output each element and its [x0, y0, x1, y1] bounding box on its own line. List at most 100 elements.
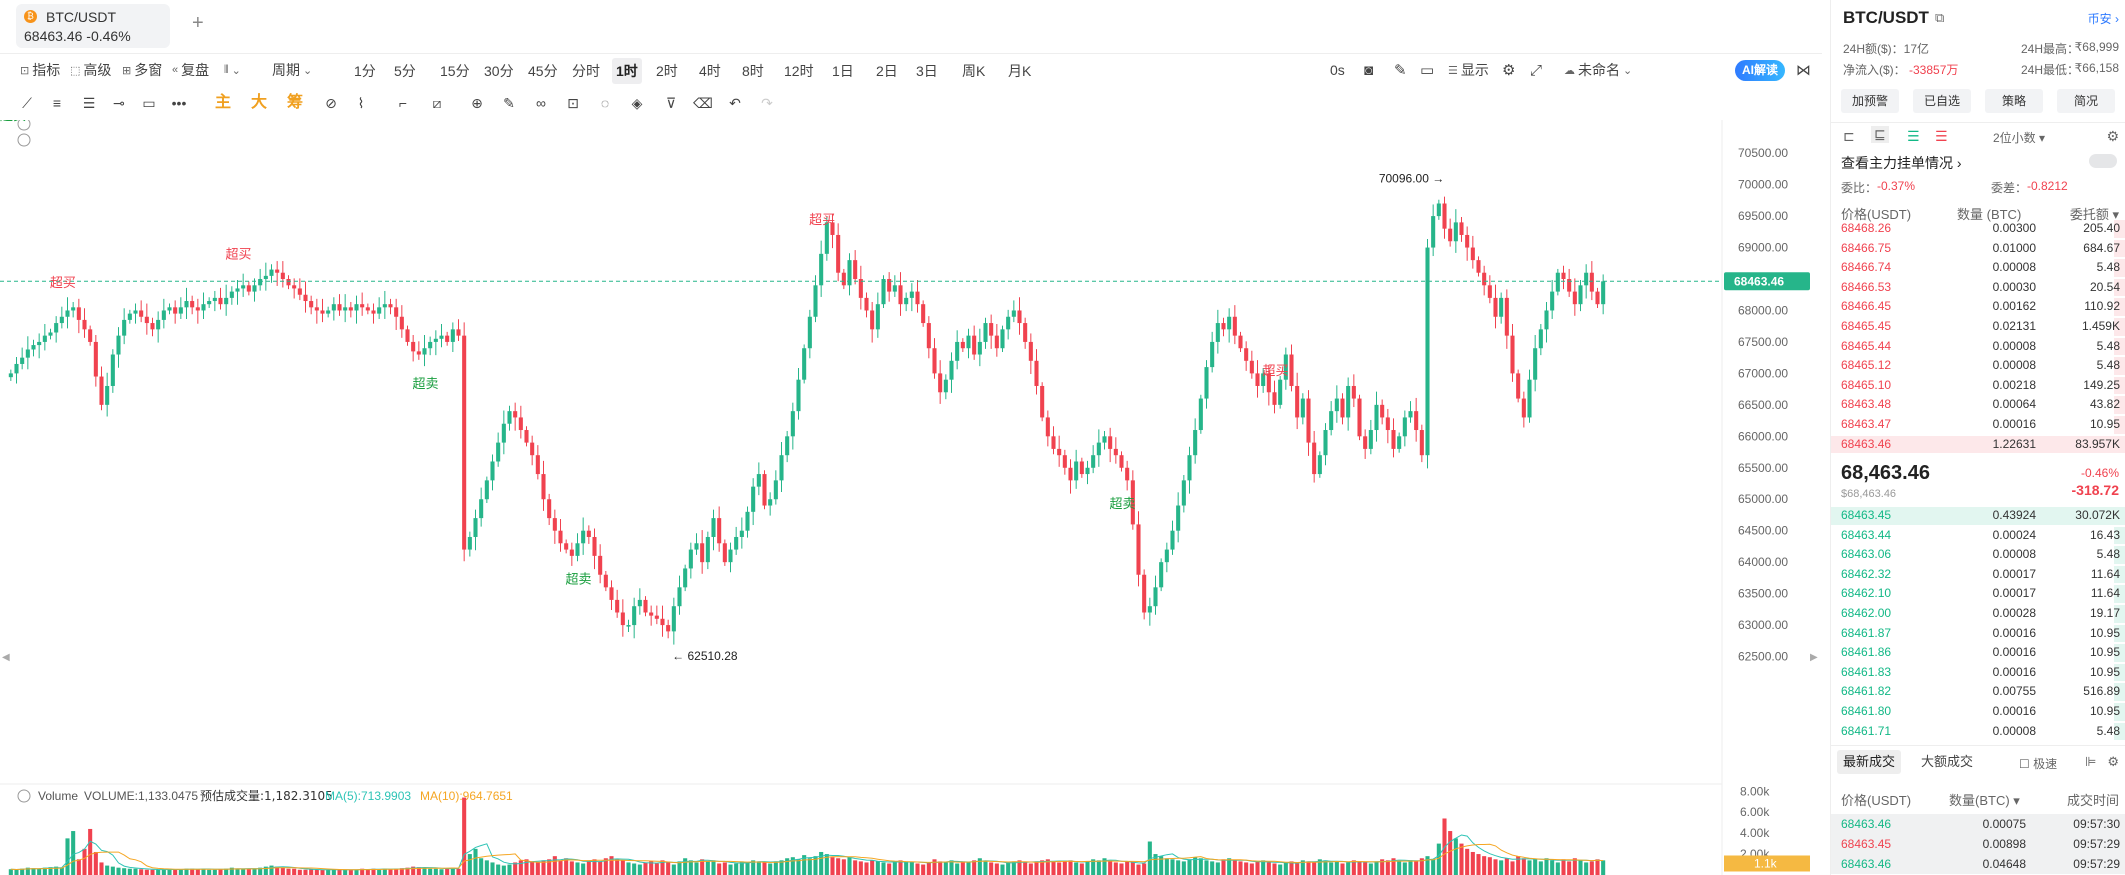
- orderbook-row[interactable]: 68463.45 0.43924 30.072K: [1831, 506, 2125, 526]
- settings-icon[interactable]: ⚙: [2106, 128, 2119, 144]
- chart-type-button[interactable]: ⫴ ⌄: [224, 58, 244, 82]
- period-14[interactable]: 周K: [962, 63, 986, 79]
- filter-icon[interactable]: ⊽: [665, 95, 677, 111]
- period-15[interactable]: 月K: [1008, 63, 1032, 79]
- orderbook-row[interactable]: 68465.44 0.00008 5.48: [1831, 337, 2125, 357]
- settings-icon[interactable]: ⚙: [2107, 754, 2119, 769]
- period-10[interactable]: 12时: [784, 63, 814, 79]
- copy-icon[interactable]: ⧉: [1935, 10, 1945, 25]
- orderbook-row[interactable]: 68462.32 0.00017 11.64: [1831, 565, 2125, 585]
- orderbook-row[interactable]: 68465.12 0.00008 5.48: [1831, 356, 2125, 376]
- delete-icon[interactable]: ⌫: [693, 95, 713, 111]
- pen-icon[interactable]: ✎: [503, 95, 515, 111]
- big-orders-link[interactable]: 查看主力挂单情况 ›: [1841, 155, 1962, 171]
- orderbook-row[interactable]: 68466.75 0.01000 684.67: [1831, 239, 2125, 259]
- watchlist-button[interactable]: 已自选: [1913, 89, 1971, 113]
- display-button[interactable]: ☰ 显示: [1448, 62, 1489, 78]
- tab-large-trades[interactable]: 大额成交: [1921, 754, 1974, 769]
- orderbook-row[interactable]: 68462.00 0.00028 19.17: [1831, 604, 2125, 624]
- symbol-tab[interactable]: ₿ BTC/USDT 68463.46 -0.46%: [16, 4, 170, 48]
- advanced-button[interactable]: ⬚ 高级: [70, 62, 112, 78]
- measure-icon[interactable]: ⌐: [398, 95, 408, 111]
- add-alert-button[interactable]: 加预警: [1841, 89, 1899, 113]
- period-7[interactable]: 2时: [656, 63, 678, 79]
- period-11[interactable]: 1日: [832, 63, 854, 79]
- comment-icon[interactable]: ▭: [1420, 62, 1435, 79]
- precision-dropdown[interactable]: 2位小数 ▾: [1993, 131, 2046, 145]
- add-tab-button[interactable]: +: [192, 12, 204, 34]
- ai-analysis-button[interactable]: AI解读: [1735, 60, 1785, 81]
- orderbook-row[interactable]: 68463.46 1.22631 83.957K: [1831, 435, 2125, 455]
- replay-button[interactable]: «复盘: [172, 62, 210, 78]
- redo-icon[interactable]: ↷: [761, 95, 773, 111]
- orderbook-row[interactable]: 68466.45 0.00162 110.92: [1831, 297, 2125, 317]
- period-5[interactable]: 分时: [572, 63, 600, 79]
- orderbook-row[interactable]: 68463.48 0.00064 43.82: [1831, 395, 2125, 415]
- overview-button[interactable]: 简况: [2057, 89, 2115, 113]
- channel-icon[interactable]: ☰: [82, 95, 96, 111]
- orderbook-amount-header[interactable]: 委托额 ▾: [2069, 207, 2119, 222]
- edit-icon[interactable]: ✎: [1394, 62, 1407, 79]
- period-4[interactable]: 45分: [528, 63, 558, 79]
- trade-qty-header[interactable]: 数量(BTC) ▾: [1949, 793, 2020, 808]
- period-6[interactable]: 1时: [612, 58, 642, 84]
- fullscreen-icon[interactable]: ⤢: [1530, 61, 1543, 79]
- exchange-link[interactable]: 币安 ›: [2087, 12, 2119, 26]
- orderbook-row[interactable]: 68466.74 0.00008 5.48: [1831, 258, 2125, 278]
- layout-dropdown[interactable]: ☁ 未命名 ⌄: [1564, 62, 1633, 78]
- big-icon[interactable]: 大: [250, 94, 267, 111]
- more-icon[interactable]: •••: [171, 95, 187, 111]
- multi-window-button[interactable]: ⊞ 多窗: [122, 62, 163, 78]
- orderbook-row[interactable]: 68461.83 0.00016 10.95: [1831, 663, 2125, 683]
- chip-icon[interactable]: 筹: [286, 94, 303, 111]
- strategy-button[interactable]: 策略: [1985, 89, 2043, 113]
- period-0[interactable]: 1分: [354, 63, 376, 79]
- ruler-icon[interactable]: ⧄: [432, 95, 442, 111]
- tab-latest-trades[interactable]: 最新成交: [1837, 750, 1902, 774]
- orderbook-row[interactable]: 68461.87 0.00016 10.95: [1831, 624, 2125, 644]
- orderbook-row[interactable]: 68465.10 0.00218 149.25: [1831, 376, 2125, 396]
- orderbook-bids-icon[interactable]: ☰: [1907, 128, 1920, 144]
- settings-icon[interactable]: ⚙: [1502, 62, 1516, 79]
- camera-icon[interactable]: ◙: [1364, 61, 1374, 79]
- parallel-line-icon[interactable]: ≡: [52, 95, 62, 111]
- orderbook-row[interactable]: 68463.47 0.00016 10.95: [1831, 415, 2125, 435]
- orderbook-row[interactable]: 68461.82 0.00755 516.89: [1831, 682, 2125, 702]
- orderbook-row[interactable]: 68461.71 0.00008 5.48: [1831, 722, 2125, 742]
- period-1[interactable]: 5分: [394, 63, 416, 79]
- period-13[interactable]: 3日: [916, 63, 938, 79]
- orderbook-row[interactable]: 68465.45 0.02131 1.459K: [1831, 317, 2125, 337]
- kline-chart[interactable]: 62500.00 63000.00 63500.00 64000.00 64500.00…: [0, 120, 1822, 875]
- orderbook-row[interactable]: 68466.53 0.00030 20.54: [1831, 278, 2125, 298]
- orderbook-row[interactable]: 68462.10 0.00017 11.64: [1831, 584, 2125, 604]
- orderbook-asks-icon[interactable]: ☰: [1935, 128, 1948, 144]
- trend-line-icon[interactable]: ⟋: [22, 95, 32, 111]
- orderbook-row[interactable]: 68463.44 0.00024 16.43: [1831, 526, 2125, 546]
- layer-icon[interactable]: ◈: [631, 95, 643, 111]
- lock-icon[interactable]: ⊡: [567, 95, 579, 111]
- fast-checkbox[interactable]: ☐ 极速: [2019, 757, 2058, 771]
- orderbook-mixed-icon[interactable]: ⊑: [1871, 126, 1889, 143]
- orderbook-row[interactable]: 68461.80 0.00016 10.95: [1831, 702, 2125, 722]
- period-8[interactable]: 4时: [699, 63, 721, 79]
- brush-icon[interactable]: ⌇: [357, 95, 365, 111]
- period-dropdown[interactable]: 周期 ⌄: [272, 62, 313, 78]
- hide-icon[interactable]: ◌: [600, 95, 610, 111]
- zoom-icon[interactable]: ⊕: [471, 95, 483, 111]
- horizontal-ray-icon[interactable]: ⊸: [113, 95, 125, 111]
- period-3[interactable]: 30分: [484, 63, 514, 79]
- orderbook-row[interactable]: 68463.06 0.00008 5.48: [1831, 545, 2125, 565]
- share-icon[interactable]: ⋈: [1796, 62, 1811, 79]
- period-9[interactable]: 8时: [742, 63, 764, 79]
- orderbook-row[interactable]: 68461.86 0.00016 10.95: [1831, 643, 2125, 663]
- orderbook-both-icon[interactable]: ⊏: [1843, 128, 1855, 144]
- big-orders-toggle[interactable]: [2089, 154, 2117, 168]
- indicators-button[interactable]: ⊡ 指标: [20, 62, 61, 78]
- rectangle-icon[interactable]: ▭: [142, 95, 156, 111]
- period-2[interactable]: 15分: [440, 63, 470, 79]
- period-12[interactable]: 2日: [876, 63, 898, 79]
- orderbook-row[interactable]: 68468.26 0.00300 205.40: [1831, 219, 2125, 239]
- link-icon[interactable]: ∞: [536, 95, 546, 111]
- main-icon[interactable]: 主: [214, 94, 231, 111]
- undo-icon[interactable]: ↶: [729, 95, 741, 111]
